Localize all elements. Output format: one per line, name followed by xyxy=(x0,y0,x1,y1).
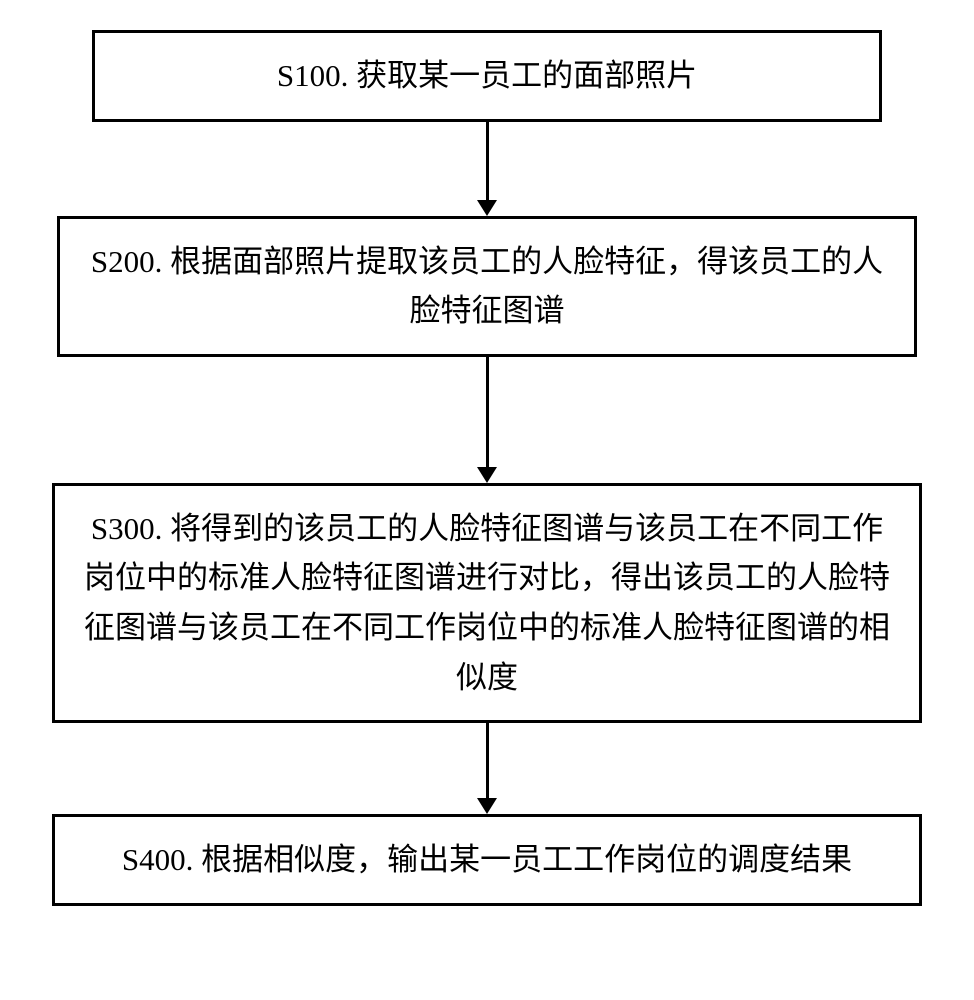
arrow-line xyxy=(486,357,489,467)
step-s400-box: S400. 根据相似度，输出某一员工工作岗位的调度结果 xyxy=(52,814,922,906)
step-s300-box: S300. 将得到的该员工的人脸特征图谱与该员工在不同工作岗位中的标准人脸特征图… xyxy=(52,483,922,723)
arrow-s100-s200 xyxy=(477,122,497,216)
arrow-head-icon xyxy=(477,467,497,483)
arrow-s300-s400 xyxy=(477,723,497,814)
arrow-line xyxy=(486,723,489,798)
step-s200-box: S200. 根据面部照片提取该员工的人脸特征，得该员工的人脸特征图谱 xyxy=(57,216,917,357)
step-s100-text: S100. 获取某一员工的面部照片 xyxy=(123,51,851,101)
arrow-s200-s300 xyxy=(477,357,497,483)
step-s200-text: S200. 根据面部照片提取该员工的人脸特征，得该员工的人脸特征图谱 xyxy=(88,237,886,336)
arrow-line xyxy=(486,122,489,200)
flowchart-container: S100. 获取某一员工的面部照片 S200. 根据面部照片提取该员工的人脸特征… xyxy=(0,0,974,936)
step-s300-text: S300. 将得到的该员工的人脸特征图谱与该员工在不同工作岗位中的标准人脸特征图… xyxy=(83,504,891,702)
arrow-head-icon xyxy=(477,798,497,814)
arrow-head-icon xyxy=(477,200,497,216)
step-s400-text: S400. 根据相似度，输出某一员工工作岗位的调度结果 xyxy=(83,835,891,885)
step-s100-box: S100. 获取某一员工的面部照片 xyxy=(92,30,882,122)
